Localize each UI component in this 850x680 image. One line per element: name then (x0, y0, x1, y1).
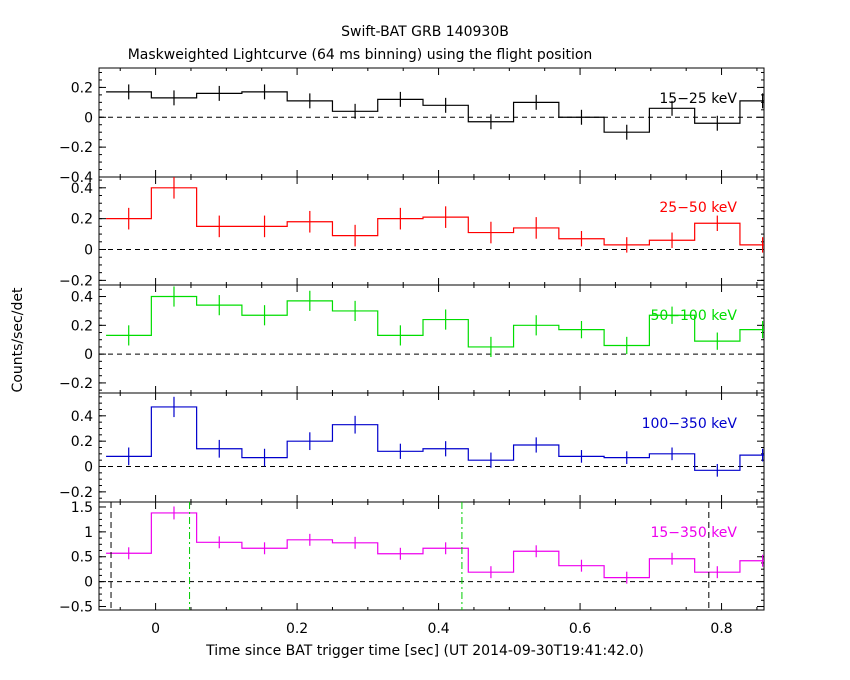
panel-4: −0.2 0 0.2 0.4 100−350 keV (59, 392, 765, 503)
y-tick-label: 0 (84, 575, 93, 591)
energy-band-label: 15−25 keV (659, 91, 737, 107)
series-3 (106, 286, 764, 357)
y-tick-label: 0.4 (71, 290, 93, 306)
panel-frame (98, 176, 765, 286)
panel-2: −0.2 0 0.2 0.4 25−50 keV (59, 176, 765, 289)
y-tick-label: 0.2 (71, 434, 93, 450)
y-tick-label: 1.5 (71, 500, 93, 516)
y-tick-label: 0.4 (71, 409, 93, 425)
y-tick-label: 0.2 (71, 318, 93, 334)
figure-subtitle: Maskweighted Lightcurve (64 ms binning) … (128, 47, 593, 63)
panel-frame (98, 392, 765, 503)
y-tick-label: 0.2 (71, 80, 93, 96)
series-2 (106, 177, 764, 253)
y-tick-label: 0.4 (71, 181, 93, 197)
step-line (106, 187, 764, 246)
y-tick-label: 0.2 (71, 212, 93, 228)
x-tick-label: 0.8 (710, 621, 732, 637)
figure-title: Swift-BAT GRB 140930B (341, 24, 509, 40)
y-tick-label: 0 (84, 243, 93, 259)
y-tick-label: −0.2 (59, 485, 93, 501)
x-axis-label: Time since BAT trigger time [sec] (UT 20… (205, 643, 644, 659)
panel-frame (98, 284, 765, 394)
energy-band-label: 15−350 keV (650, 525, 737, 541)
energy-band-label: 25−50 keV (659, 200, 737, 216)
y-tick-label: 0.5 (71, 550, 93, 566)
panel-3: −0.2 0 0.2 0.4 50−100 keV (59, 284, 765, 394)
energy-band-label: 50−100 keV (650, 308, 737, 324)
series-1 (106, 84, 764, 140)
series-4 (106, 396, 764, 477)
energy-band-label: 100−350 keV (642, 416, 738, 432)
x-tick-label: 0.2 (286, 621, 308, 637)
y-tick-label: 1 (84, 525, 93, 541)
y-tick-label: −0.2 (59, 140, 93, 156)
y-tick-label: −0.2 (59, 273, 93, 289)
y-tick-label: −0.2 (59, 376, 93, 392)
panel-frame (98, 501, 765, 611)
panels-group: −0.4 −0.2 0 0.2 15−25 keV −0.2 0 0.2 0.4 25−50 ke… (59, 67, 765, 637)
panel-1: −0.4 −0.2 0 0.2 15−25 keV (59, 67, 765, 186)
y-axis-label: Counts/sec/det (10, 287, 26, 392)
x-tick-label: 0.6 (569, 621, 591, 637)
x-tick-label: 0.4 (427, 621, 449, 637)
y-tick-label: 0 (84, 110, 93, 126)
y-tick-label: 0 (84, 347, 93, 363)
panel-frame (98, 67, 765, 178)
y-tick-label: 0 (84, 460, 93, 476)
series-5 (106, 502, 764, 610)
y-tick-label: −0.5 (59, 600, 93, 616)
x-tick-label: 0 (151, 621, 160, 637)
panel-5: −0.5 0 0.5 1 1.5 15−350 keV (59, 500, 765, 616)
y-tick-label: −0.4 (59, 170, 93, 186)
